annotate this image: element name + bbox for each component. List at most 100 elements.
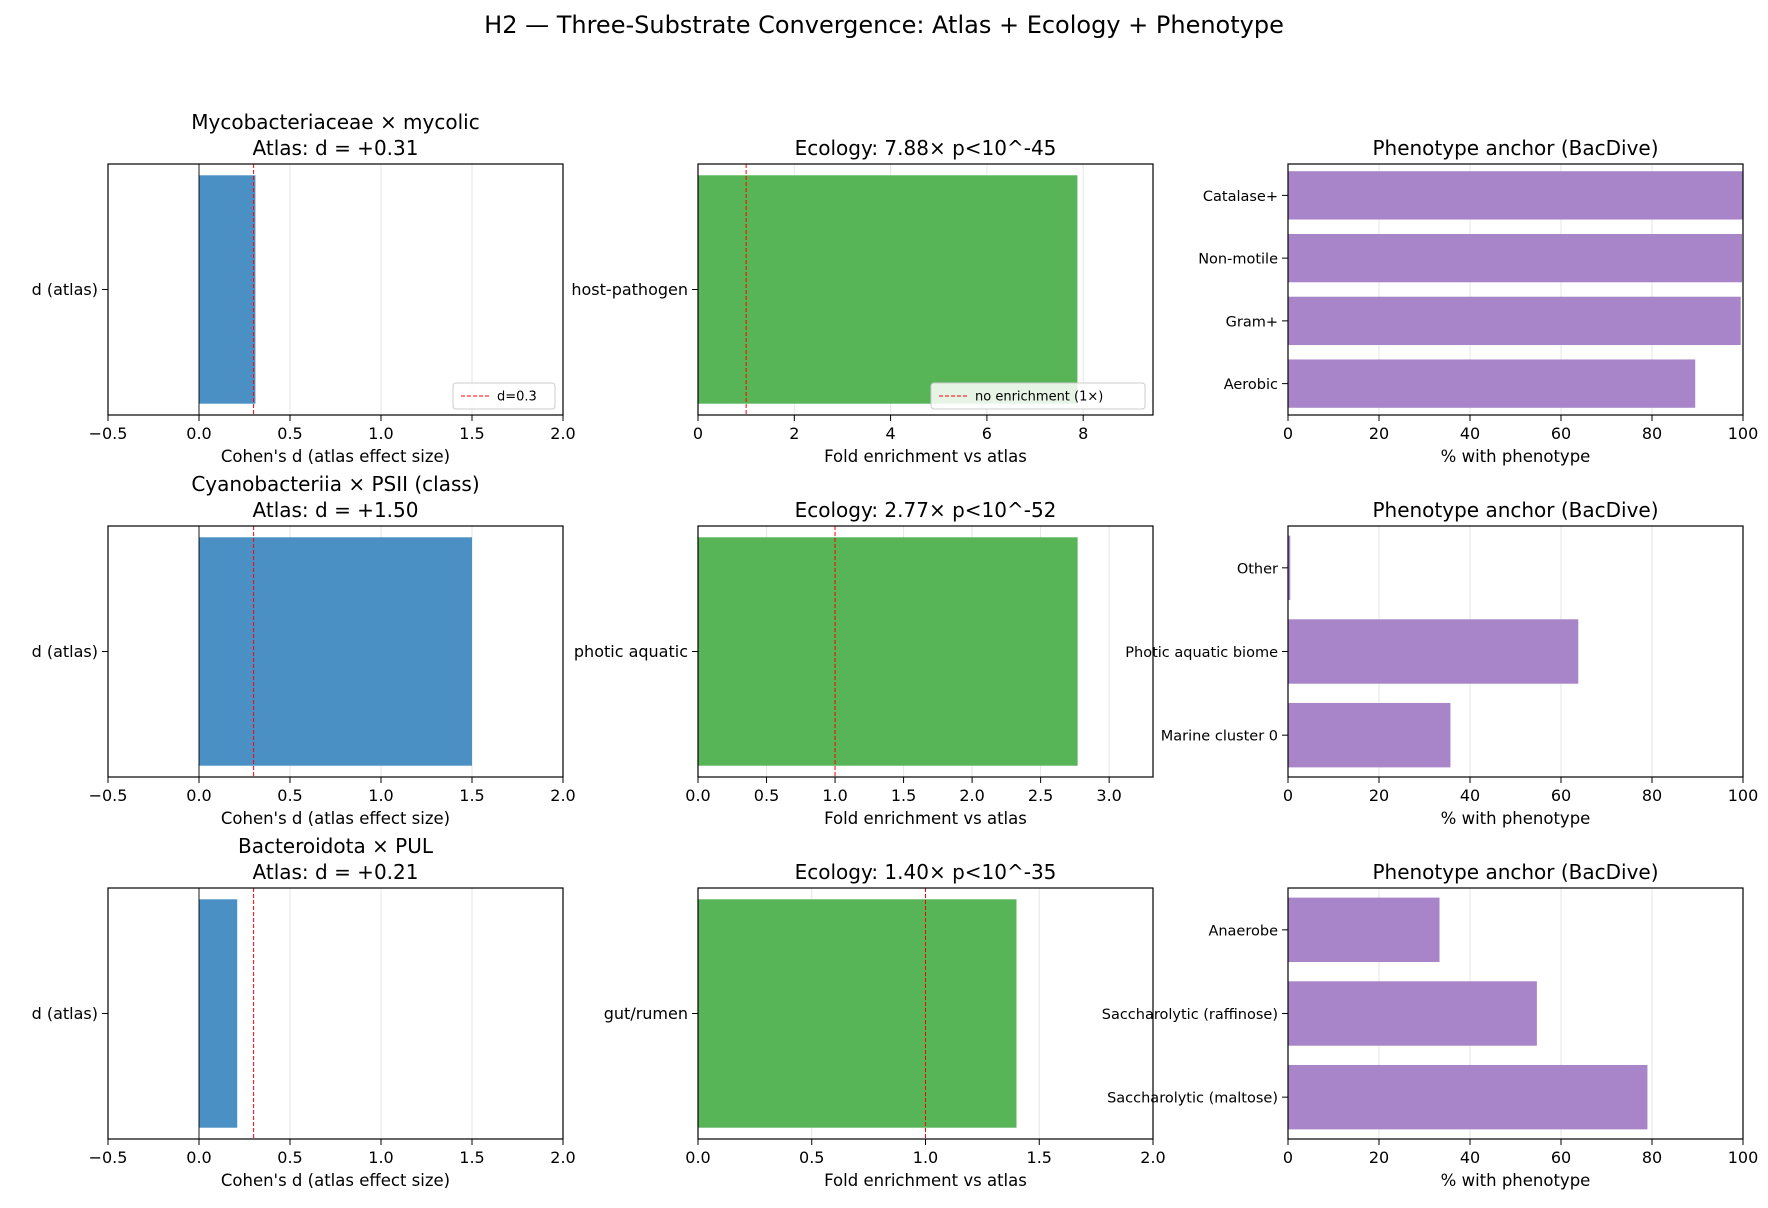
legend: no enrichment (1×)	[930, 382, 1146, 410]
x-tick-label: 1.0	[368, 424, 393, 443]
bar	[1288, 897, 1440, 963]
x-tick-label: 0.5	[799, 1148, 824, 1167]
panel-title: Mycobacteriaceae × mycolic	[191, 110, 479, 134]
bar	[1288, 702, 1451, 768]
panel-2-3: Marine cluster 0 Photic aquatic biome Othe…	[1125, 498, 1758, 828]
x-tick-label: 1.5	[891, 786, 916, 805]
x-tick-label: 1.0	[913, 1148, 938, 1167]
x-tick-label: 40	[1460, 1148, 1480, 1167]
axes-frame	[107, 525, 564, 778]
category-label: Saccharolytic (maltose)	[1107, 1091, 1278, 1107]
category-label: d (atlas)	[32, 1004, 98, 1023]
category-label: Saccharolytic (raffinose)	[1102, 1007, 1278, 1023]
x-tick-label: 0.5	[277, 1148, 302, 1167]
panel-title: Bacteroidota × PUL	[238, 834, 434, 858]
x-axis-label: % with phenotype	[1441, 447, 1591, 466]
x-tick-label: 0.0	[186, 786, 211, 805]
category-label: Catalase+	[1203, 189, 1278, 205]
category-label: Marine cluster 0	[1161, 729, 1278, 745]
panel-title: Phenotype anchor (BacDive)	[1372, 860, 1658, 884]
category-label: Photic aquatic biome	[1125, 645, 1278, 661]
x-tick-label: 8	[1078, 424, 1088, 443]
x-tick-label: 1.0	[368, 1148, 393, 1167]
category-label: photic aquatic	[574, 642, 688, 661]
bar	[1288, 171, 1743, 220]
category-label: Non-motile	[1198, 252, 1278, 268]
category-label: Other	[1237, 561, 1278, 577]
axes-frame	[1287, 525, 1744, 778]
x-tick-label: 60	[1551, 424, 1571, 443]
x-tick-label: 80	[1642, 424, 1662, 443]
bar	[698, 175, 1078, 404]
x-tick-label: 40	[1460, 786, 1480, 805]
x-tick-label: 0.5	[277, 424, 302, 443]
category-label: host-pathogen	[571, 280, 688, 299]
panel-3-3: Saccharolytic (maltose) Saccharolytic (ra…	[1102, 860, 1759, 1190]
x-axis-label: % with phenotype	[1441, 809, 1591, 828]
bar	[1288, 981, 1537, 1046]
x-tick-label: 0.5	[277, 786, 302, 805]
bar	[1288, 1064, 1648, 1130]
panel-title: Cyanobacteriia × PSII (class)	[191, 472, 479, 496]
x-tick-label: 0	[1283, 1148, 1293, 1167]
x-tick-label: 1.5	[1027, 1148, 1052, 1167]
x-tick-label: 0.0	[685, 786, 710, 805]
panel-title: Ecology: 1.40× p<10^-35	[795, 860, 1057, 884]
legend-label: no enrichment (1×)	[975, 390, 1103, 405]
x-tick-label: 60	[1551, 786, 1571, 805]
x-tick-label: 80	[1642, 786, 1662, 805]
x-tick-label: 40	[1460, 424, 1480, 443]
panel-1-3: Aerobic Gram+ Non-motile Catalase+ 0 20 40 60 80…	[1198, 136, 1758, 466]
panel-2-2: photic aquatic 0.0 0.5 1.0 1.5 2.0 2.5 3.0 Fold …	[574, 498, 1154, 828]
axes-frame	[697, 525, 1154, 778]
category-label: d (atlas)	[32, 642, 98, 661]
bar	[1288, 619, 1579, 684]
axes-frame	[107, 163, 564, 416]
category-label: gut/rumen	[604, 1004, 688, 1023]
x-axis-label: Cohen's d (atlas effect size)	[221, 447, 450, 466]
x-tick-label: 0.0	[685, 1148, 710, 1167]
x-tick-label: 6	[982, 424, 992, 443]
panel-title: Ecology: 7.88× p<10^-45	[795, 136, 1057, 160]
x-tick-label: 0.0	[186, 424, 211, 443]
x-tick-label: 2.0	[550, 786, 575, 805]
panel-title: Phenotype anchor (BacDive)	[1372, 498, 1658, 522]
panel-title: Atlas: d = +1.50	[253, 498, 419, 522]
legend-box	[930, 382, 1146, 410]
axes-frame	[697, 163, 1154, 416]
x-tick-label: 20	[1369, 1148, 1389, 1167]
panel-title: Atlas: d = +0.21	[253, 860, 419, 884]
x-tick-label: 2.5	[1028, 786, 1053, 805]
x-tick-label: 3.0	[1096, 786, 1121, 805]
x-tick-label: 20	[1369, 424, 1389, 443]
x-tick-label: 4	[885, 424, 895, 443]
panel-1-2: host-pathogen 0 2 4 6 8 Fold enrichment vs atl…	[571, 136, 1154, 466]
axes-frame	[107, 887, 564, 1140]
category-label: Gram+	[1226, 314, 1278, 330]
x-tick-label: 0	[693, 424, 703, 443]
x-tick-label: 1.5	[459, 786, 484, 805]
x-axis-label: Fold enrichment vs atlas	[824, 447, 1027, 466]
x-tick-label: 2.0	[1140, 1148, 1165, 1167]
x-tick-label: 100	[1728, 424, 1759, 443]
bar	[199, 899, 238, 1128]
x-tick-label: 0.0	[186, 1148, 211, 1167]
x-tick-label: −0.5	[89, 786, 128, 805]
x-tick-label: 2.0	[550, 424, 575, 443]
legend-label: d=0.3	[497, 390, 537, 405]
panel-title: Phenotype anchor (BacDive)	[1372, 136, 1658, 160]
panel-title: Atlas: d = +0.31	[253, 136, 419, 160]
x-tick-label: 2.0	[550, 1148, 575, 1167]
x-tick-label: 1.5	[459, 424, 484, 443]
x-axis-label: Cohen's d (atlas effect size)	[221, 1171, 450, 1190]
panel-3-1: d (atlas) −0.5 0.0 0.5 1.0 1.5 2.0 Cohen's d (a…	[32, 834, 576, 1190]
bar	[1288, 359, 1696, 408]
category-label: Aerobic	[1224, 377, 1278, 393]
figure-suptitle: H2 — Three-Substrate Convergence: Atlas …	[484, 11, 1284, 39]
x-tick-label: 100	[1728, 1148, 1759, 1167]
x-tick-label: 20	[1369, 786, 1389, 805]
panel-1-1: d (atlas) −0.5 0.0 0.5 1.0 1.5 2.0 Cohen's d (a…	[32, 110, 576, 466]
category-label: Anaerobe	[1208, 923, 1278, 939]
bar	[1288, 233, 1743, 283]
